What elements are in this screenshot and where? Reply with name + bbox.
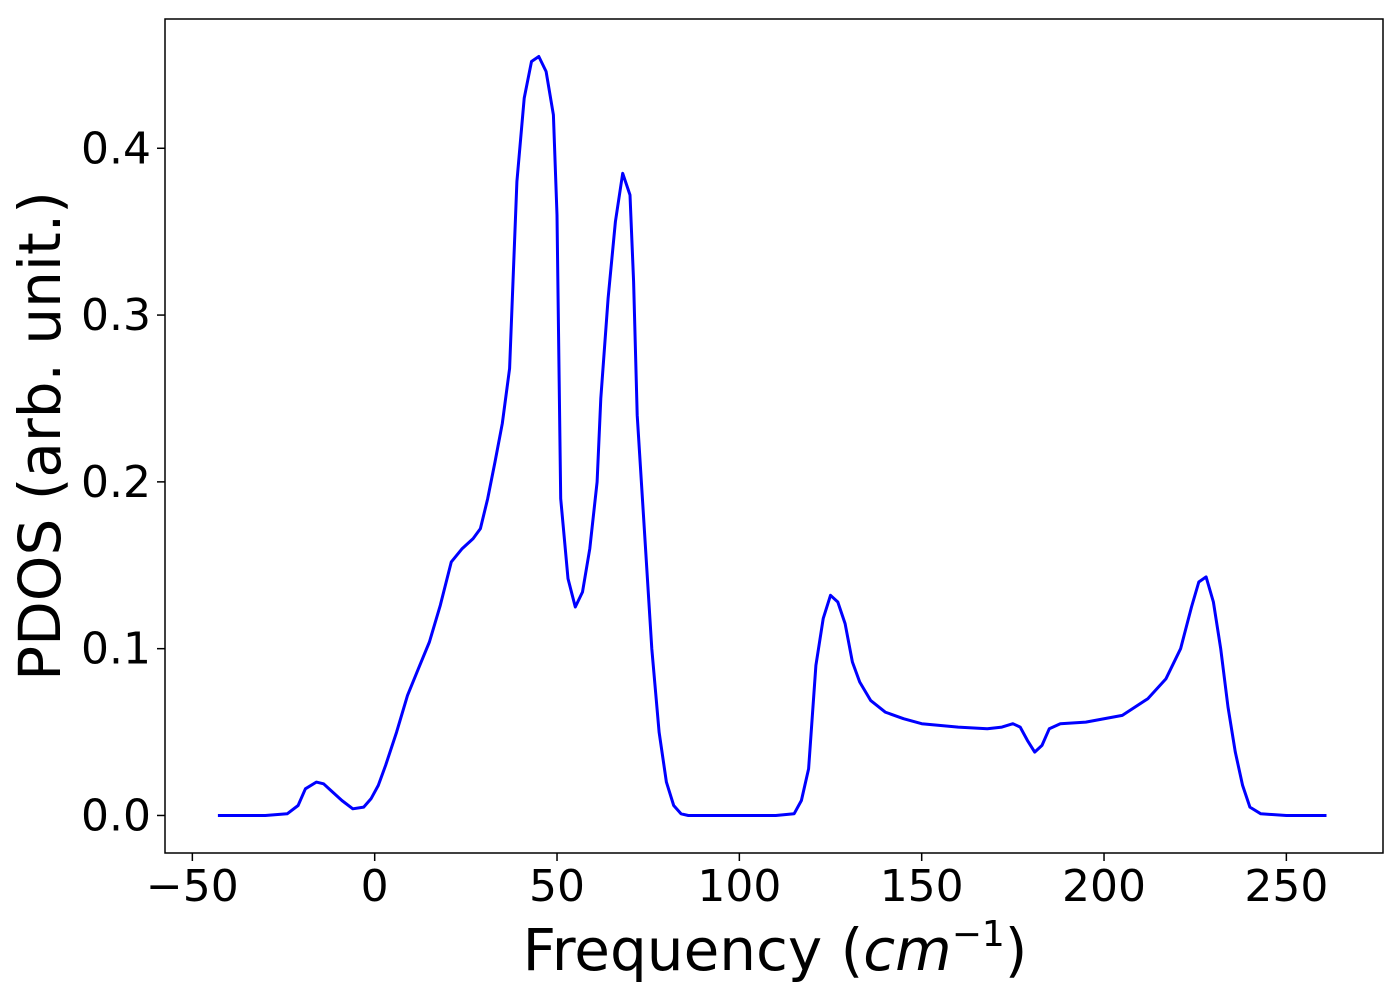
y-axis-title: PDOS (arb. unit.) <box>6 191 74 681</box>
axes-frame <box>164 18 1384 854</box>
y-tick-label: 0.2 <box>81 457 151 508</box>
x-tick-label: 100 <box>697 861 781 912</box>
y-tick-label: 0.4 <box>81 123 151 174</box>
pdos-series-line <box>217 55 1327 817</box>
x-tick-label: 200 <box>1062 861 1146 912</box>
y-tick-label: 0.3 <box>81 290 151 341</box>
y-axis-ticks: 0.0 0.1 0.2 0.3 0.4 <box>81 123 165 841</box>
x-axis-ticks: −50 0 50 100 150 200 250 <box>146 853 1328 912</box>
x-tick-label: 0 <box>361 861 389 912</box>
x-tick-label: 250 <box>1244 861 1328 912</box>
y-tick-label: 0.0 <box>81 790 151 841</box>
x-tick-label: 150 <box>880 861 964 912</box>
x-axis-title: Frequency (cm−1) <box>523 914 1028 984</box>
plot-area <box>164 18 1384 854</box>
x-tick-label: −50 <box>146 861 239 912</box>
y-tick-label: 0.1 <box>81 624 151 675</box>
x-tick-label: 50 <box>529 861 585 912</box>
